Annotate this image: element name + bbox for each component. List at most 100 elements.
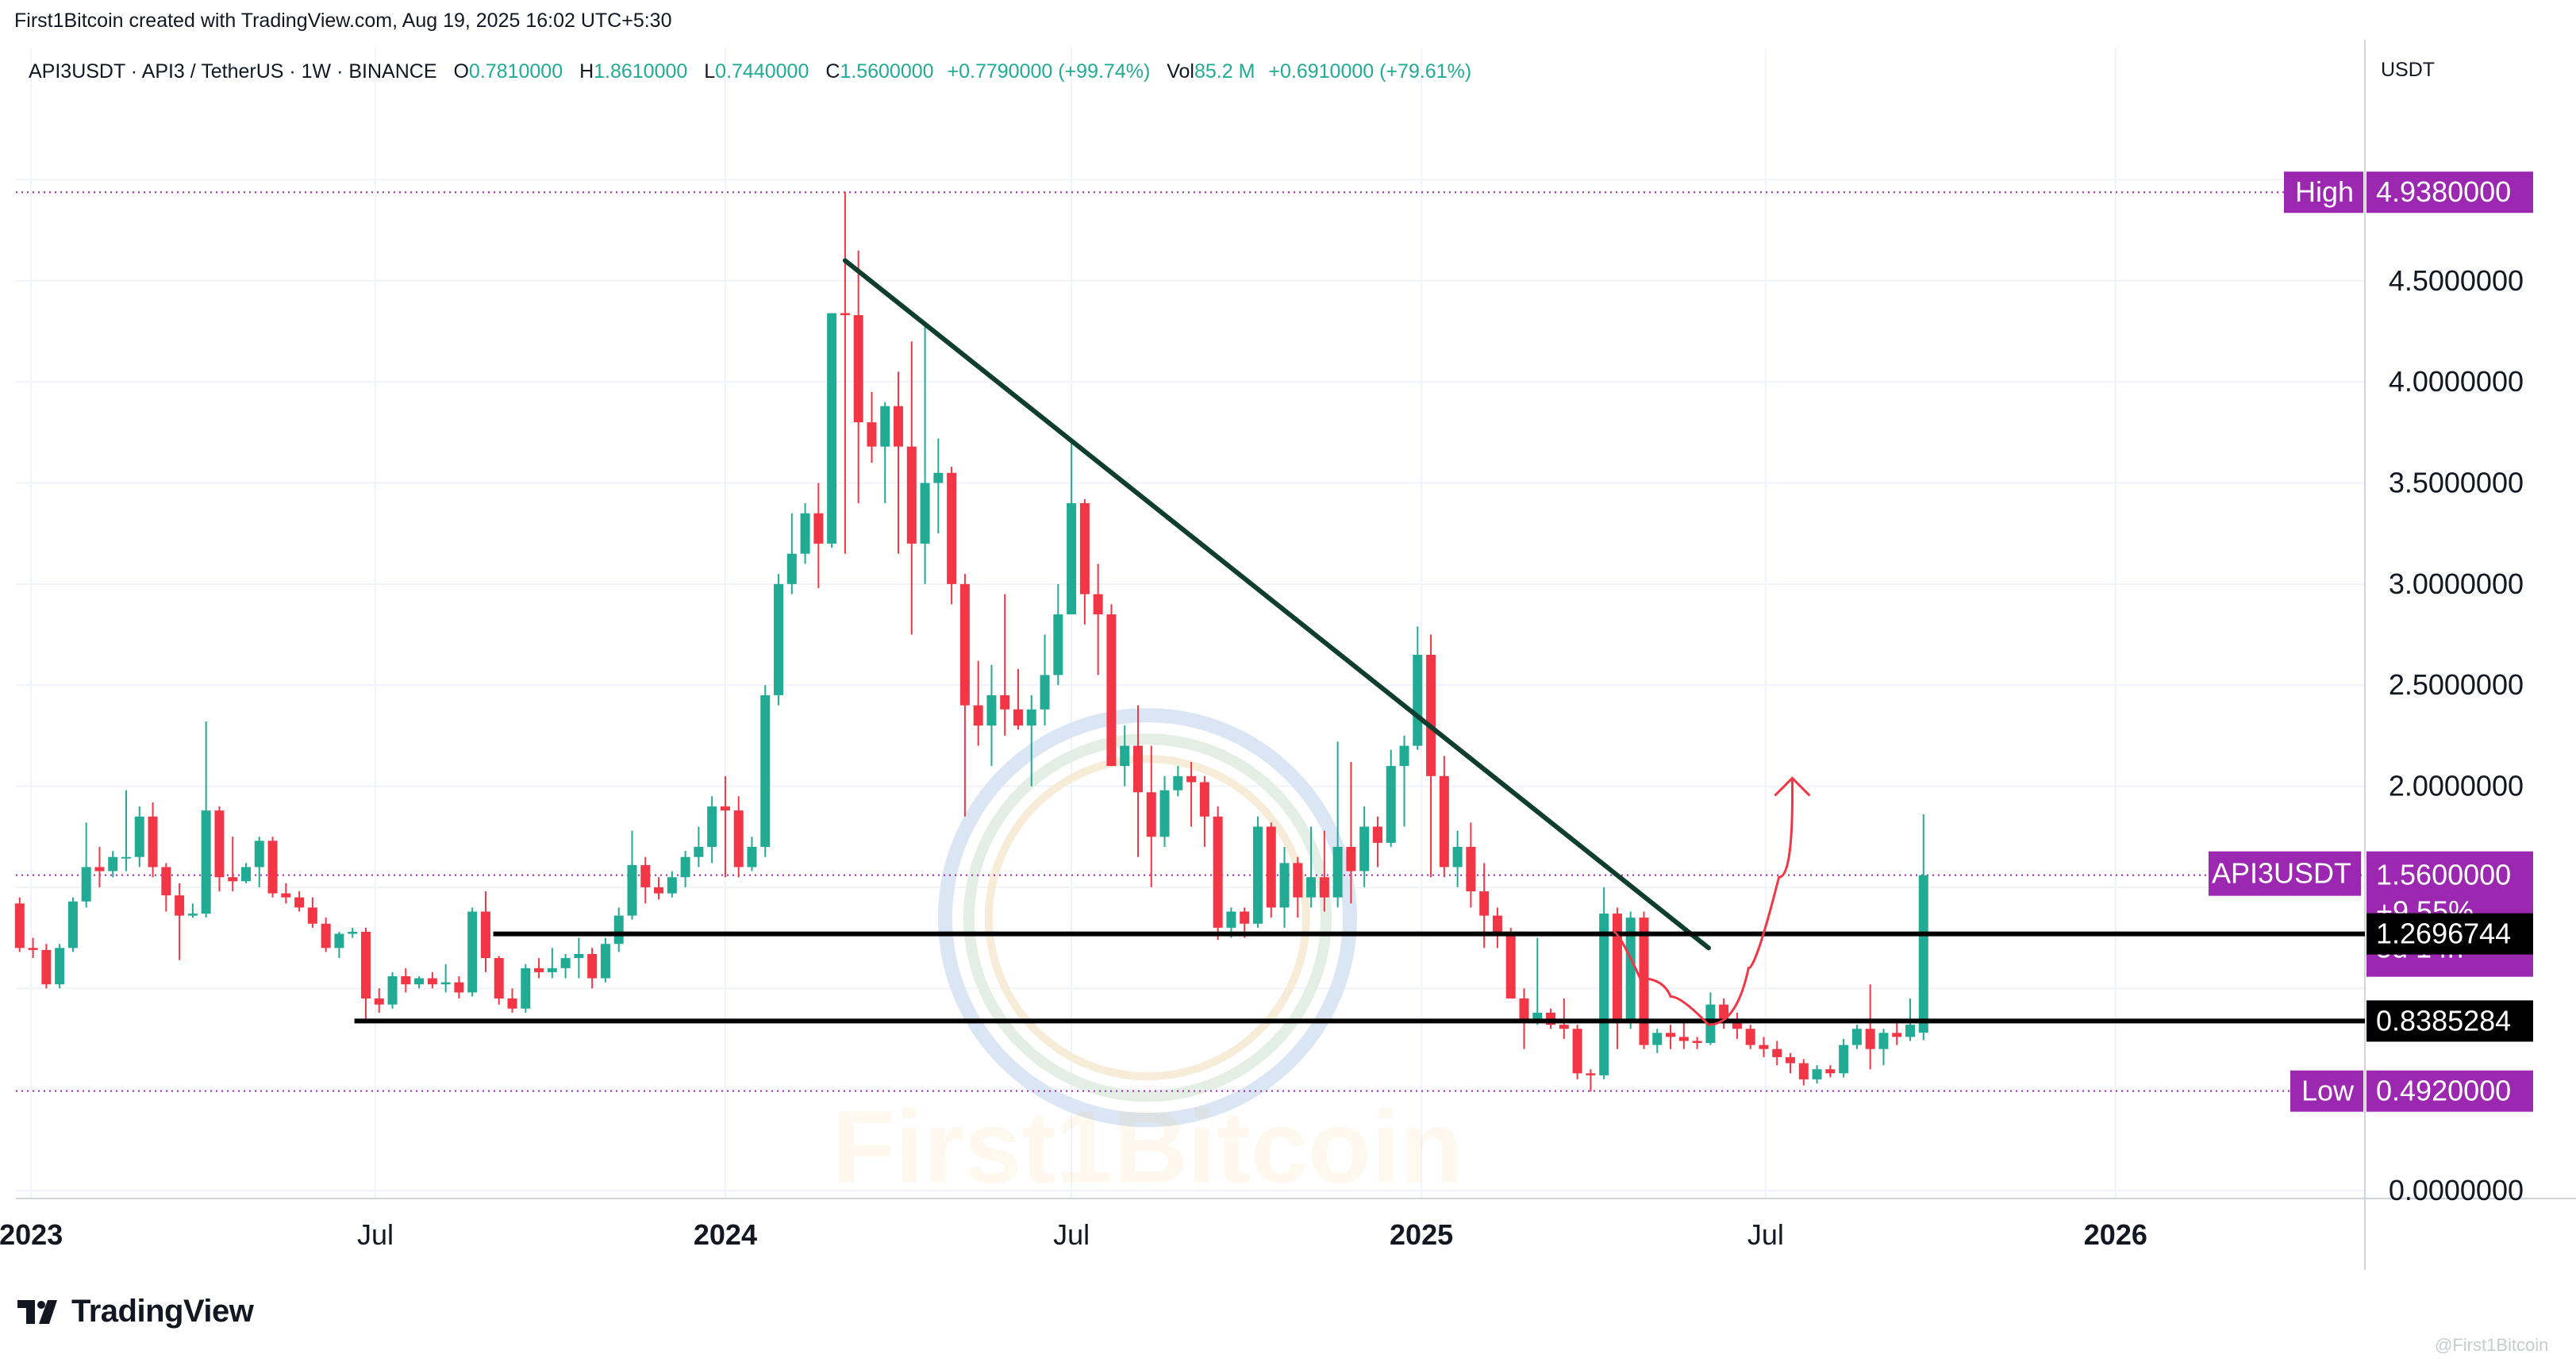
candle-body [1240,911,1250,924]
candle [560,953,571,979]
candle [1839,1038,1849,1078]
candle [281,883,291,904]
candle-body [1678,1037,1689,1041]
candle-body [1013,709,1024,726]
candle [547,948,557,979]
candle-body [680,856,690,878]
candle-body [414,978,425,985]
candle-body [121,856,132,859]
candle-body [574,953,584,959]
candle [973,660,983,746]
candle-body [507,998,517,1009]
candle-body [1306,877,1317,898]
candle [55,944,65,989]
candle [1439,756,1449,878]
price-tick-label: 4.5000000 [2389,264,2524,297]
candle-body [747,846,757,868]
candle-body [440,982,451,985]
candle-body [1825,1069,1836,1074]
tradingview-logo[interactable]: TradingView [17,1294,254,1329]
vol-change-value: +0.6910000 (+79.61%) [1268,60,1472,83]
candle-body [28,948,38,950]
candle [1053,583,1063,686]
low-label: L [704,60,716,83]
candle [1918,814,1928,1041]
candle-body [1026,709,1036,726]
candle-body [1786,1056,1796,1064]
high-name-label-bg [2284,171,2363,214]
candle [1332,741,1343,908]
tradingview-wordmark: TradingView [71,1294,254,1329]
candle [534,958,544,979]
candle [1319,830,1329,912]
candle [1798,1059,1809,1086]
chart-credit: First1Bitcoin created with TradingView.c… [14,10,672,32]
candle-body [1905,1025,1916,1037]
level-1-label-text: 1.2696744 [2376,918,2511,950]
candle-body [1173,775,1183,791]
candle-body [1213,816,1223,928]
candle [1093,564,1103,675]
candle [161,863,171,912]
candle [813,483,824,588]
low-name-label-bg [2290,1070,2363,1112]
candle [1040,634,1050,726]
watermark-ring-core [984,755,1310,1081]
candle [1678,1018,1689,1049]
candle [401,968,411,993]
candle [427,971,437,989]
candle [1173,766,1183,797]
candle [467,907,478,997]
candle-body [1599,914,1609,1075]
high-value-label-bg [2366,171,2533,214]
symbol-line[interactable]: API3USDT · API3 / TetherUS · 1W · BINANC… [29,60,437,83]
high-value-label: 4.9380000 [2366,171,2533,214]
candle [707,796,717,864]
candle [1199,775,1209,847]
candle-body [240,867,251,882]
candle [1159,775,1170,847]
candle-body [1652,1033,1663,1045]
candle [959,574,970,817]
open-value: 0.7810000 [468,60,563,83]
candle-body [786,553,797,584]
candle [201,721,211,918]
candle [947,467,957,605]
candle-body [214,810,225,878]
candle-body [813,513,824,544]
candle-body [1666,1033,1676,1037]
candle [1359,806,1370,887]
level-2-label-bg [2366,1000,2533,1042]
candle-body [600,944,610,979]
candle [374,988,384,1013]
candle [1067,442,1077,615]
candle [1000,594,1010,736]
projection-arrow [1613,778,1794,1026]
candle-body [947,472,957,584]
candle-body [307,907,317,924]
candle-body [81,867,91,902]
candle-body [387,976,398,1005]
candle-body [494,958,504,999]
candle [108,851,118,878]
candle-body [401,976,411,985]
candle-body [1918,875,1928,1033]
candle-body [321,923,331,948]
candle-body [920,483,930,544]
candle-body [667,877,677,894]
time-tick-label: Jul [1747,1218,1784,1251]
candle-body [294,897,305,908]
candle-body [906,446,917,544]
candle [81,822,91,908]
time-tick-label: 2026 [2084,1218,2147,1251]
candle [1812,1065,1822,1083]
candle [1026,694,1036,787]
candle [1732,1012,1742,1039]
candle-body [894,406,904,447]
candle [667,871,677,898]
tradingview-icon [17,1299,57,1324]
symbol-name-label-text: API3USDT [2212,857,2351,890]
currency-unit[interactable]: USDT [2381,59,2436,81]
candle-body [1146,792,1156,837]
